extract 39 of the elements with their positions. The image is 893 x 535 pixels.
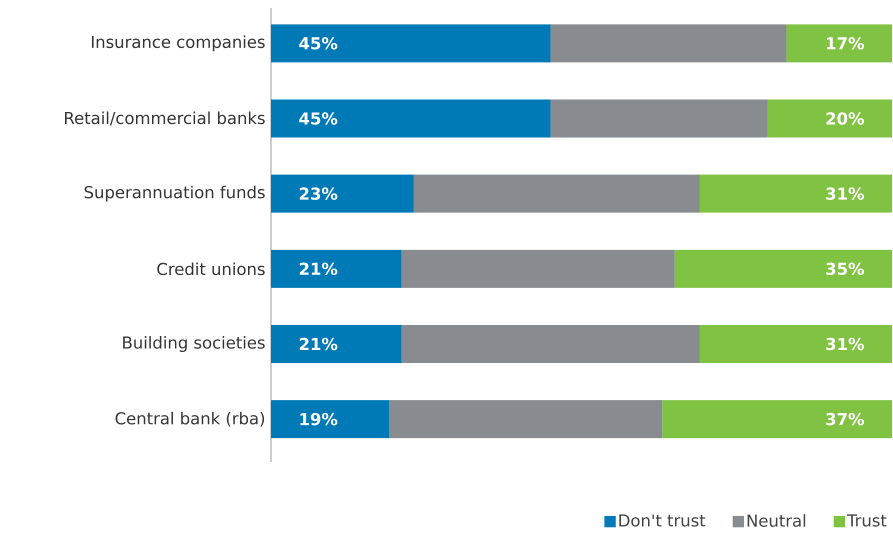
bar: [550, 24, 786, 62]
bar: [271, 24, 550, 62]
data-label: 20%: [826, 112, 864, 125]
data-label: 37%: [826, 412, 864, 426]
bar: [674, 250, 892, 288]
data-label: 31%: [826, 338, 864, 350]
data-label: 35%: [826, 262, 864, 276]
legend-label: Trust: [846, 514, 886, 527]
data-label: 17%: [827, 37, 864, 50]
y-tick-label: Central bank (rba): [116, 412, 264, 426]
y-tick-label: Superannuation funds: [84, 186, 265, 202]
data-label: 45%: [299, 37, 338, 50]
data-label: 19%: [300, 412, 338, 426]
legend-label: Neutral: [748, 514, 806, 527]
bar: [271, 99, 550, 138]
data-label: 45%: [299, 112, 338, 125]
bar: [271, 324, 402, 363]
bar: [662, 400, 892, 438]
bar: [786, 24, 892, 62]
bar: [401, 324, 700, 363]
bar: [271, 250, 402, 288]
bar: [768, 99, 892, 138]
y-tick-label: Credit unions: [157, 262, 265, 276]
data-label: 21%: [300, 262, 338, 276]
data-label: 31%: [826, 187, 864, 200]
legend-label: Don't trust: [619, 514, 706, 527]
data-label: 23%: [300, 187, 338, 200]
data-label: 21%: [300, 338, 338, 350]
bar: [271, 174, 414, 213]
bar: [401, 250, 675, 288]
y-tick-label: Retail/commercial banks: [65, 111, 265, 126]
bar: [550, 99, 768, 138]
y-tick-label: Building societies: [123, 336, 265, 352]
bar: [700, 324, 892, 363]
bar: [389, 400, 662, 438]
y-tick-label: Insurance companies: [92, 35, 265, 52]
bar: [271, 400, 389, 438]
bar: [414, 174, 700, 213]
bar: [700, 174, 892, 213]
